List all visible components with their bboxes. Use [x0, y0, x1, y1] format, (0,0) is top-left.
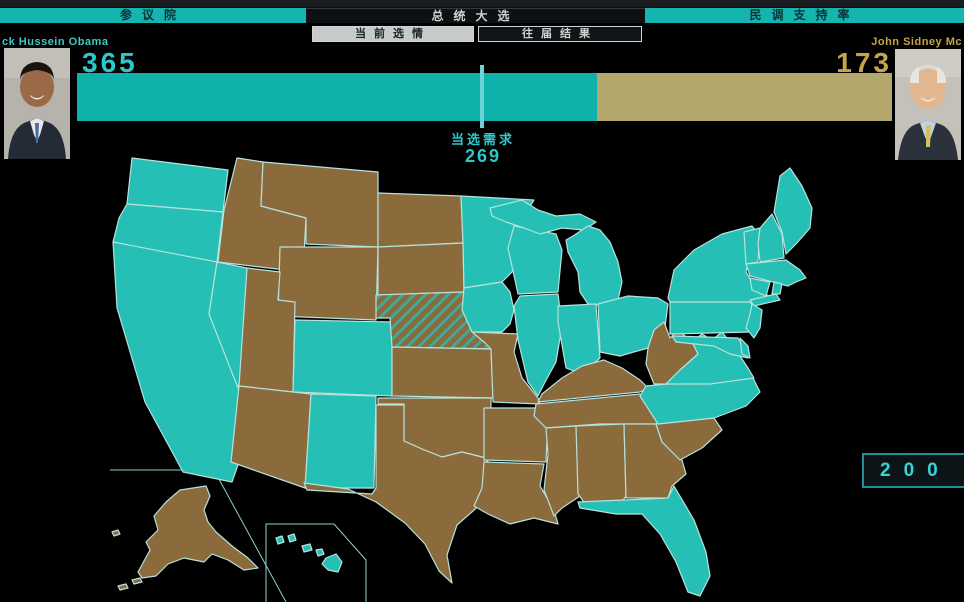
tab-senate[interactable]: 参议院	[0, 8, 306, 23]
state-ME[interactable]	[773, 167, 813, 255]
majority-needed-label: 当选需求	[450, 132, 516, 147]
state-HI-3[interactable]	[301, 543, 313, 553]
state-AK-ISL-3[interactable]	[111, 529, 121, 537]
electoral-votes-obama: 365	[82, 47, 138, 78]
inset-boxes	[110, 469, 367, 602]
state-WA[interactable]	[126, 157, 229, 213]
alaska-inset-box	[110, 469, 287, 602]
state-RI[interactable]	[771, 281, 783, 295]
tab-presidential-election[interactable]: 总统大选	[306, 8, 645, 23]
year-text: 200	[880, 460, 951, 481]
state-AK[interactable]	[137, 485, 259, 579]
majority-needed-value: 269	[464, 146, 502, 166]
state-KY[interactable]	[537, 359, 649, 403]
state-MD[interactable]	[671, 335, 749, 359]
state-MS[interactable]	[543, 425, 581, 517]
state-IA[interactable]	[461, 281, 515, 333]
state-WI[interactable]	[507, 225, 563, 295]
hawaii-inset-box	[265, 523, 367, 602]
top-strip	[0, 0, 964, 8]
state-TX[interactable]	[303, 404, 492, 584]
state-ND[interactable]	[377, 192, 464, 248]
bar-republican-segment	[596, 73, 892, 121]
state-NM[interactable]	[304, 393, 377, 489]
states-layer	[111, 157, 813, 597]
state-CO[interactable]	[292, 319, 393, 397]
state-AK-ISL-2[interactable]	[131, 577, 143, 585]
us-electoral-map	[110, 157, 813, 602]
state-SD[interactable]	[377, 242, 465, 296]
state-KS[interactable]	[391, 346, 494, 399]
state-HI-1[interactable]	[275, 535, 285, 545]
state-MA[interactable]	[745, 259, 807, 287]
state-PA[interactable]	[669, 301, 759, 335]
year-display-box: 200	[862, 453, 964, 488]
candidate-name-obama: ck Hussein Obama	[2, 36, 109, 48]
state-HI-4[interactable]	[315, 548, 325, 557]
state-AZ[interactable]	[230, 385, 312, 489]
state-MT[interactable]	[260, 161, 379, 248]
bar-democrat-segment	[77, 73, 597, 121]
mccain-photo	[895, 49, 961, 160]
state-AK-ISL-1[interactable]	[117, 583, 129, 591]
subtab-past-results[interactable]: 往届结果	[478, 26, 642, 42]
state-FL[interactable]	[577, 485, 711, 597]
state-DE[interactable]	[739, 337, 751, 359]
state-HI-2[interactable]	[287, 533, 297, 543]
electoral-votes-mccain: 173	[836, 47, 892, 78]
state-HI-5[interactable]	[321, 553, 343, 573]
state-NH[interactable]	[757, 213, 785, 263]
tab-poll-approval[interactable]: 民调支持率	[645, 8, 964, 23]
state-LA[interactable]	[473, 461, 559, 525]
state-NJ[interactable]	[745, 303, 763, 339]
electoral-vote-bar	[77, 65, 892, 128]
candidate-name-mccain: John Sidney Mc	[871, 36, 962, 48]
obama-photo	[4, 48, 70, 159]
state-AL[interactable]	[575, 423, 627, 509]
subtab-current-results[interactable]: 当前选情	[312, 26, 474, 42]
majority-threshold-marker	[480, 65, 484, 128]
state-VT[interactable]	[743, 227, 761, 265]
state-MI[interactable]	[565, 225, 623, 307]
state-CT[interactable]	[749, 277, 771, 297]
